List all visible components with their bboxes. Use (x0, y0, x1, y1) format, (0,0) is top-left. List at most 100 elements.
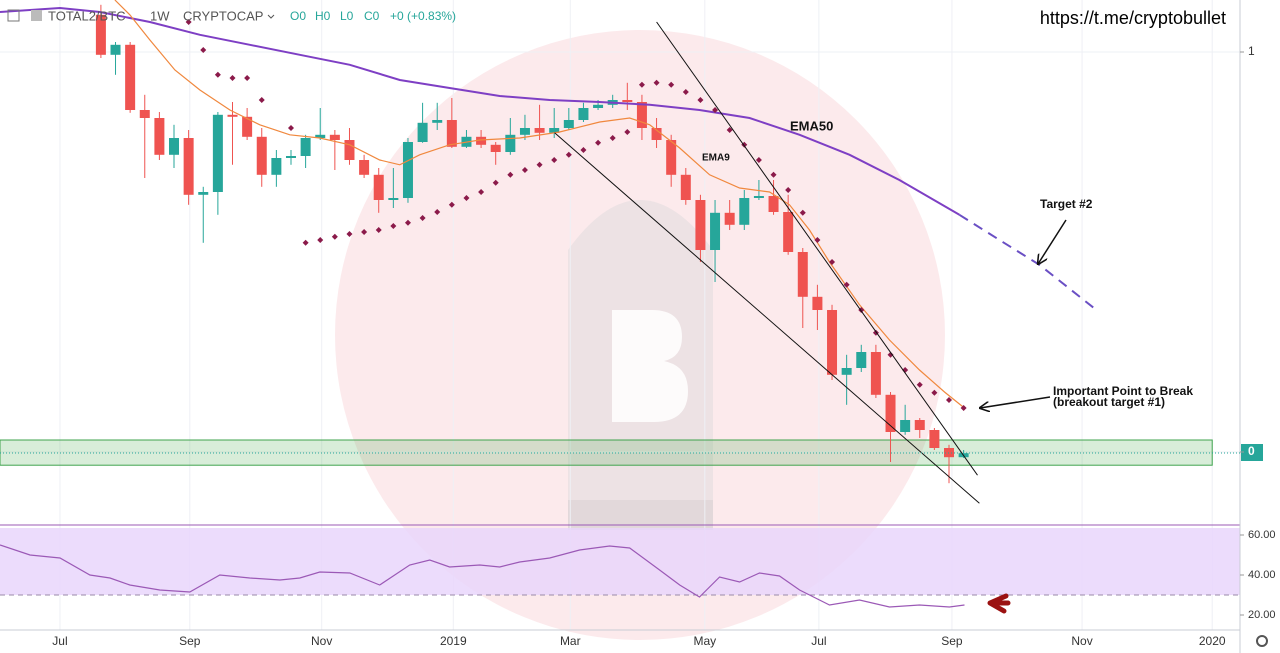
candle-body (227, 114, 238, 117)
sar-dot (375, 227, 382, 233)
exchange[interactable]: CRYPTOCAP (183, 8, 263, 23)
symbol[interactable]: TOTAL2/BTC (48, 8, 126, 23)
candle-body (549, 128, 560, 133)
candle-body (783, 212, 794, 252)
sar-dot (565, 151, 572, 158)
sar-dot (551, 157, 558, 163)
candle-body (797, 252, 808, 297)
candle-body (271, 158, 282, 175)
sar-dot (536, 161, 543, 168)
sar-dot (829, 259, 836, 265)
annotation: Important Point to Break (1053, 384, 1193, 398)
sar-dot (317, 237, 324, 243)
sar-dot (843, 281, 850, 288)
sar-dot (229, 75, 236, 81)
x-tick-label: Sep (941, 634, 963, 648)
ohlc-open: O0 (290, 9, 306, 23)
ohlc-high: H0 (315, 9, 331, 23)
y-tick-label: 0 (1248, 444, 1255, 458)
candle-body (739, 198, 750, 225)
rsi-band-fill (0, 528, 1240, 595)
sar-dot (624, 129, 631, 135)
sar-dot (799, 209, 806, 216)
y-tick-label: 40.00 (1248, 569, 1276, 581)
ema-line (0, 6, 960, 216)
sar-dot (404, 219, 411, 226)
red-arrow (987, 593, 1011, 614)
sar-dot (712, 107, 719, 113)
candle-body (388, 198, 399, 200)
sar-dot (200, 47, 207, 53)
candle-body (593, 104, 604, 108)
interval[interactable]: 1W (150, 8, 170, 23)
y-tick-label: 20.00 (1248, 609, 1276, 621)
sar-dot (931, 389, 938, 396)
candle-body (827, 310, 838, 375)
candle-body (900, 420, 911, 432)
toolbar-icon[interactable] (7, 9, 20, 22)
candle-body (768, 196, 779, 212)
ema-label: EMA9 (702, 153, 730, 164)
ohlc-low: L0 (340, 9, 354, 23)
candle-body (870, 352, 881, 395)
candle-body (446, 120, 457, 147)
candle-body (666, 140, 677, 175)
sar-dot (814, 237, 821, 243)
x-tick-label: Nov (1071, 634, 1092, 648)
candle-body (651, 128, 662, 140)
annotation: Target #2 (1040, 197, 1093, 211)
candle-body (242, 116, 253, 137)
rsi-band (0, 528, 1240, 595)
sar-dot (302, 239, 309, 246)
sar-dot (419, 215, 426, 221)
sar-dot (507, 171, 514, 178)
ema-projection (958, 213, 1098, 311)
axes: Jul Sep Nov 2019 Mar May Jul Sep Nov 2020 0 1 60.00 4… (52, 44, 1275, 648)
rsi-line (0, 544, 965, 608)
candle-body (212, 114, 223, 192)
toolbar-icon[interactable] (31, 10, 42, 21)
candle-body (95, 14, 106, 55)
candle-body (914, 420, 925, 430)
candle-body (256, 136, 267, 175)
sar-dot (887, 351, 894, 358)
sar-dot (478, 189, 485, 195)
x-tick-label: Nov (311, 634, 332, 648)
sar-dot (185, 19, 192, 25)
sar-dot (609, 135, 616, 141)
candle-body (578, 108, 589, 120)
candle-body (490, 144, 501, 152)
settings-icon[interactable] (1256, 635, 1268, 647)
sar-dot (361, 229, 368, 235)
arrow (980, 396, 1051, 408)
sar-dot (244, 75, 251, 81)
sar-dot (463, 195, 470, 201)
sar-dot (697, 97, 704, 103)
candle-body (359, 160, 370, 175)
candle-body (300, 138, 311, 156)
sar-dot (521, 167, 528, 173)
x-tick-label: Jul (811, 634, 826, 648)
link[interactable]: https://t.me/cryptobullet (1040, 8, 1226, 28)
annotations: EMA50 EMA9 Target #2 Important Point to Bre… (702, 118, 1193, 409)
candle-body (680, 174, 691, 200)
candle-body (402, 142, 413, 198)
candle-body (373, 174, 384, 200)
y-tick-label: 1 (1248, 44, 1255, 58)
ema-label: EMA50 (790, 118, 833, 133)
sar-dot (682, 89, 689, 95)
candle-body (636, 102, 647, 128)
candle-body (139, 110, 150, 118)
chevron[interactable] (267, 14, 275, 19)
candle-body (125, 44, 136, 110)
y-tick-label: 60.00 (1248, 529, 1276, 541)
candle-body (944, 448, 955, 458)
candle-body (198, 192, 209, 195)
trendline (656, 21, 978, 476)
sar-dot (960, 405, 967, 411)
x-tick-label: Mar (560, 634, 581, 648)
candle-body (695, 200, 706, 250)
candle-body (841, 368, 852, 375)
candle-body (417, 122, 428, 142)
